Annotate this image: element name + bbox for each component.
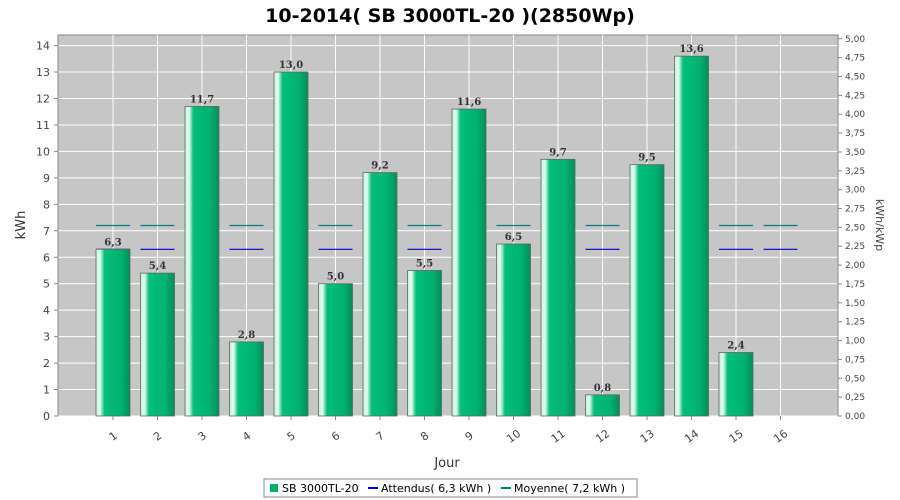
y2-tick-label: 0,25 [845, 393, 865, 403]
legend: SB 3000TL-20 Attendus( 6,3 kWh ) Moyenne… [263, 478, 638, 498]
y2-tick-label: 2,50 [845, 223, 865, 233]
bars [95, 55, 754, 417]
bar [674, 55, 709, 417]
y-tick-label: 6 [43, 251, 50, 264]
y-tick-label: 14 [36, 40, 50, 53]
y2-tick-label: 2,25 [845, 242, 865, 252]
bar [273, 71, 309, 417]
y-axis-label: kWh [14, 211, 29, 240]
y2-tick-label: 0,75 [845, 355, 865, 365]
legend-entry-series: SB 3000TL-20 [282, 482, 359, 495]
y2-tick-label: 3,75 [845, 129, 865, 139]
bar [540, 158, 576, 417]
x-tick-label: 16 [771, 427, 790, 446]
y-axis-right: 0,00 0,25 0,50 0,75 1,00 1,25 1,50 1,75 2,00 2,25… [837, 35, 865, 422]
y-tick-label: 9 [43, 172, 50, 185]
bar [184, 106, 220, 417]
y2-tick-label: 4,00 [845, 110, 865, 120]
data-label: 2,8 [238, 330, 255, 341]
y2-tick-label: 5,00 [845, 35, 865, 45]
y-tick-label: 2 [43, 357, 50, 370]
data-label: 11,7 [190, 94, 214, 105]
y2-tick-label: 0,00 [845, 412, 865, 422]
y2-tick-label: 4,50 [845, 72, 865, 82]
x-tick-label: 2 [151, 429, 164, 444]
data-label: 5,5 [416, 258, 433, 269]
data-label: 9,5 [638, 153, 655, 164]
bar [407, 270, 442, 417]
x-tick-label: 14 [682, 427, 701, 446]
x-tick-label: 7 [374, 429, 387, 444]
y2-tick-label: 3,25 [845, 167, 865, 177]
data-label: 6,3 [104, 237, 121, 248]
x-tick-label: 9 [463, 429, 476, 444]
data-label: 5,4 [149, 261, 166, 272]
y2-tick-label: 0,50 [845, 374, 865, 384]
y2-tick-label: 1,00 [845, 337, 865, 347]
y-tick-label: 11 [36, 119, 50, 132]
chart-title: 10-2014( SB 3000TL-20 )(2850Wp) [265, 5, 635, 27]
bar [718, 352, 754, 417]
y-tick-label: 10 [36, 145, 50, 158]
y2-tick-label: 1,25 [845, 318, 865, 328]
x-tick-label: 13 [638, 427, 657, 446]
bar [140, 272, 175, 417]
bar [229, 341, 264, 417]
x-axis: 1 2 3 4 5 6 7 8 9 10 11 12 13 14 15 16 [107, 416, 790, 446]
y-tick-label: 1 [43, 384, 50, 397]
y2-axis-label: kWh/kWp [873, 199, 886, 251]
y-tick-label: 12 [36, 93, 50, 106]
bar [318, 283, 353, 417]
bar [585, 394, 620, 417]
y2-tick-label: 2,00 [845, 261, 865, 271]
y2-tick-label: 4,25 [845, 91, 865, 101]
y-tick-label: 7 [43, 225, 50, 238]
legend-swatch-series [270, 484, 278, 492]
x-tick-label: 6 [329, 429, 342, 444]
bar [362, 172, 398, 417]
x-tick-label: 5 [285, 429, 298, 444]
value-labels: 6,3 5,4 11,7 2,8 13,0 5,0 9,2 5,5 11,6 6,5 9,7 0,8 9… [104, 44, 744, 394]
data-label: 2,4 [727, 341, 744, 352]
data-label: 5,0 [327, 272, 344, 283]
data-label: 0,8 [594, 383, 611, 394]
y-tick-label: 4 [43, 304, 50, 317]
x-tick-label: 15 [727, 427, 746, 446]
y2-tick-label: 1,75 [845, 280, 865, 290]
y2-tick-label: 3,00 [845, 186, 865, 196]
y2-tick-label: 3,50 [845, 148, 865, 158]
y-tick-label: 5 [43, 278, 50, 291]
legend-box [263, 478, 638, 498]
y-tick-label: 13 [36, 66, 50, 79]
legend-entry-moyenne: Moyenne( 7,2 kWh ) [514, 482, 625, 495]
legend-entry-attendus: Attendus( 6,3 kWh ) [381, 482, 491, 495]
bar [451, 108, 487, 417]
y-tick-label: 0 [43, 410, 50, 423]
data-label: 6,5 [505, 232, 522, 243]
x-tick-label: 12 [593, 427, 612, 446]
data-label: 9,2 [371, 161, 388, 172]
data-label: 13,0 [279, 60, 303, 71]
data-label: 9,7 [549, 147, 566, 158]
x-tick-label: 10 [504, 427, 523, 446]
x-tick-label: 4 [240, 429, 253, 444]
y2-tick-label: 4,75 [845, 54, 865, 64]
bar [629, 164, 665, 417]
x-tick-label: 11 [549, 427, 568, 446]
bar [496, 243, 531, 417]
bar [95, 248, 131, 417]
y2-tick-label: 2,75 [845, 205, 865, 215]
data-label: 11,6 [457, 97, 481, 108]
y-tick-label: 8 [43, 198, 50, 211]
x-tick-label: 8 [418, 429, 431, 444]
x-axis-label: Jour [433, 456, 460, 471]
y-tick-label: 3 [43, 331, 50, 344]
y2-tick-label: 1,50 [845, 299, 865, 309]
x-tick-label: 1 [107, 429, 120, 444]
data-label: 13,6 [679, 44, 703, 55]
x-tick-label: 3 [196, 429, 209, 444]
